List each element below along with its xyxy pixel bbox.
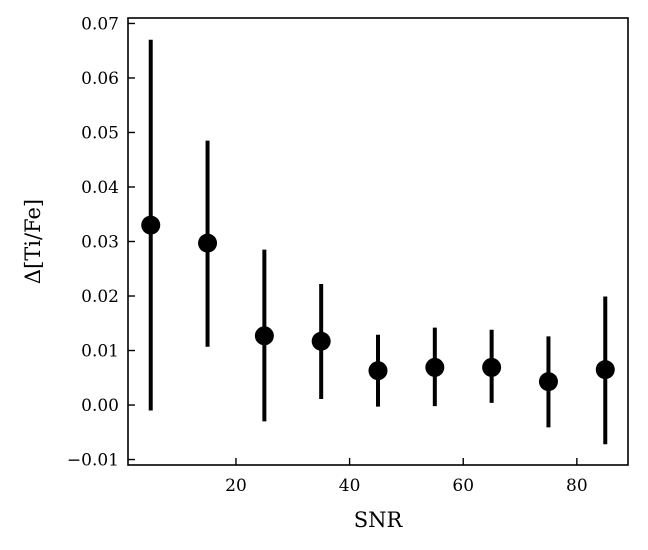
data-point [198, 233, 218, 253]
y-tick-label: 0.04 [81, 178, 119, 198]
y-tick-label: 0.05 [81, 123, 119, 143]
data-point [368, 361, 388, 381]
data-point [595, 360, 615, 380]
data-point [538, 372, 558, 392]
y-tick-label: 0.06 [81, 69, 119, 89]
x-tick-label: 60 [452, 476, 474, 496]
y-tick-label: 0.01 [81, 342, 119, 362]
data-points [141, 215, 615, 392]
data-point [141, 215, 161, 235]
y-tick-label: 0.07 [81, 14, 119, 34]
data-point [311, 331, 331, 351]
plot-frame [127, 17, 629, 466]
y-tick-label: −0.01 [67, 451, 119, 471]
x-axis-label: SNR [354, 508, 404, 532]
data-point [425, 357, 445, 377]
error-bars [148, 39, 608, 445]
data-point [254, 326, 274, 346]
axis-ticks [128, 22, 578, 465]
y-axis-label: Δ[Ti/Fe] [21, 199, 45, 284]
y-tick-label: 0.03 [81, 233, 119, 253]
x-tick-label: 40 [339, 476, 361, 496]
tick-labels: 20 40 60 80 −0.01 0.00 0.01 0.02 0.03 0.04 0.05 0.0… [67, 14, 588, 496]
x-tick-label: 20 [225, 476, 247, 496]
y-tick-label: 0.02 [81, 287, 119, 307]
data-point [482, 357, 502, 377]
x-tick-label: 80 [566, 476, 588, 496]
y-tick-label: 0.00 [81, 396, 119, 416]
